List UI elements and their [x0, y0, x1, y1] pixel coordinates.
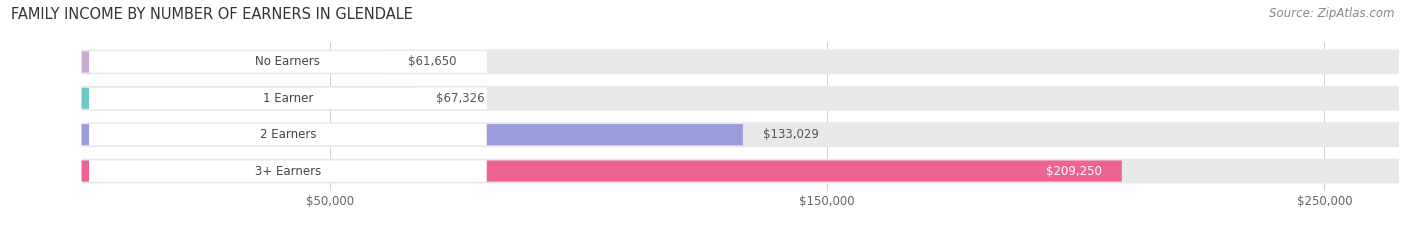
FancyBboxPatch shape [89, 160, 486, 182]
FancyBboxPatch shape [82, 88, 416, 109]
Text: 2 Earners: 2 Earners [260, 128, 316, 141]
FancyBboxPatch shape [82, 50, 1399, 74]
FancyBboxPatch shape [82, 51, 388, 72]
FancyBboxPatch shape [82, 161, 1122, 182]
Text: FAMILY INCOME BY NUMBER OF EARNERS IN GLENDALE: FAMILY INCOME BY NUMBER OF EARNERS IN GL… [11, 7, 413, 22]
Text: $209,250: $209,250 [1046, 164, 1102, 178]
FancyBboxPatch shape [89, 124, 486, 146]
FancyBboxPatch shape [82, 86, 1399, 111]
Text: No Earners: No Earners [256, 55, 321, 69]
Text: $67,326: $67,326 [436, 92, 485, 105]
Text: $61,650: $61,650 [408, 55, 457, 69]
Text: $133,029: $133,029 [763, 128, 818, 141]
Text: 3+ Earners: 3+ Earners [254, 164, 321, 178]
FancyBboxPatch shape [82, 124, 742, 145]
Text: 1 Earner: 1 Earner [263, 92, 314, 105]
FancyBboxPatch shape [82, 159, 1399, 183]
FancyBboxPatch shape [82, 122, 1399, 147]
Text: Source: ZipAtlas.com: Source: ZipAtlas.com [1270, 7, 1395, 20]
FancyBboxPatch shape [89, 51, 486, 73]
FancyBboxPatch shape [89, 87, 486, 109]
